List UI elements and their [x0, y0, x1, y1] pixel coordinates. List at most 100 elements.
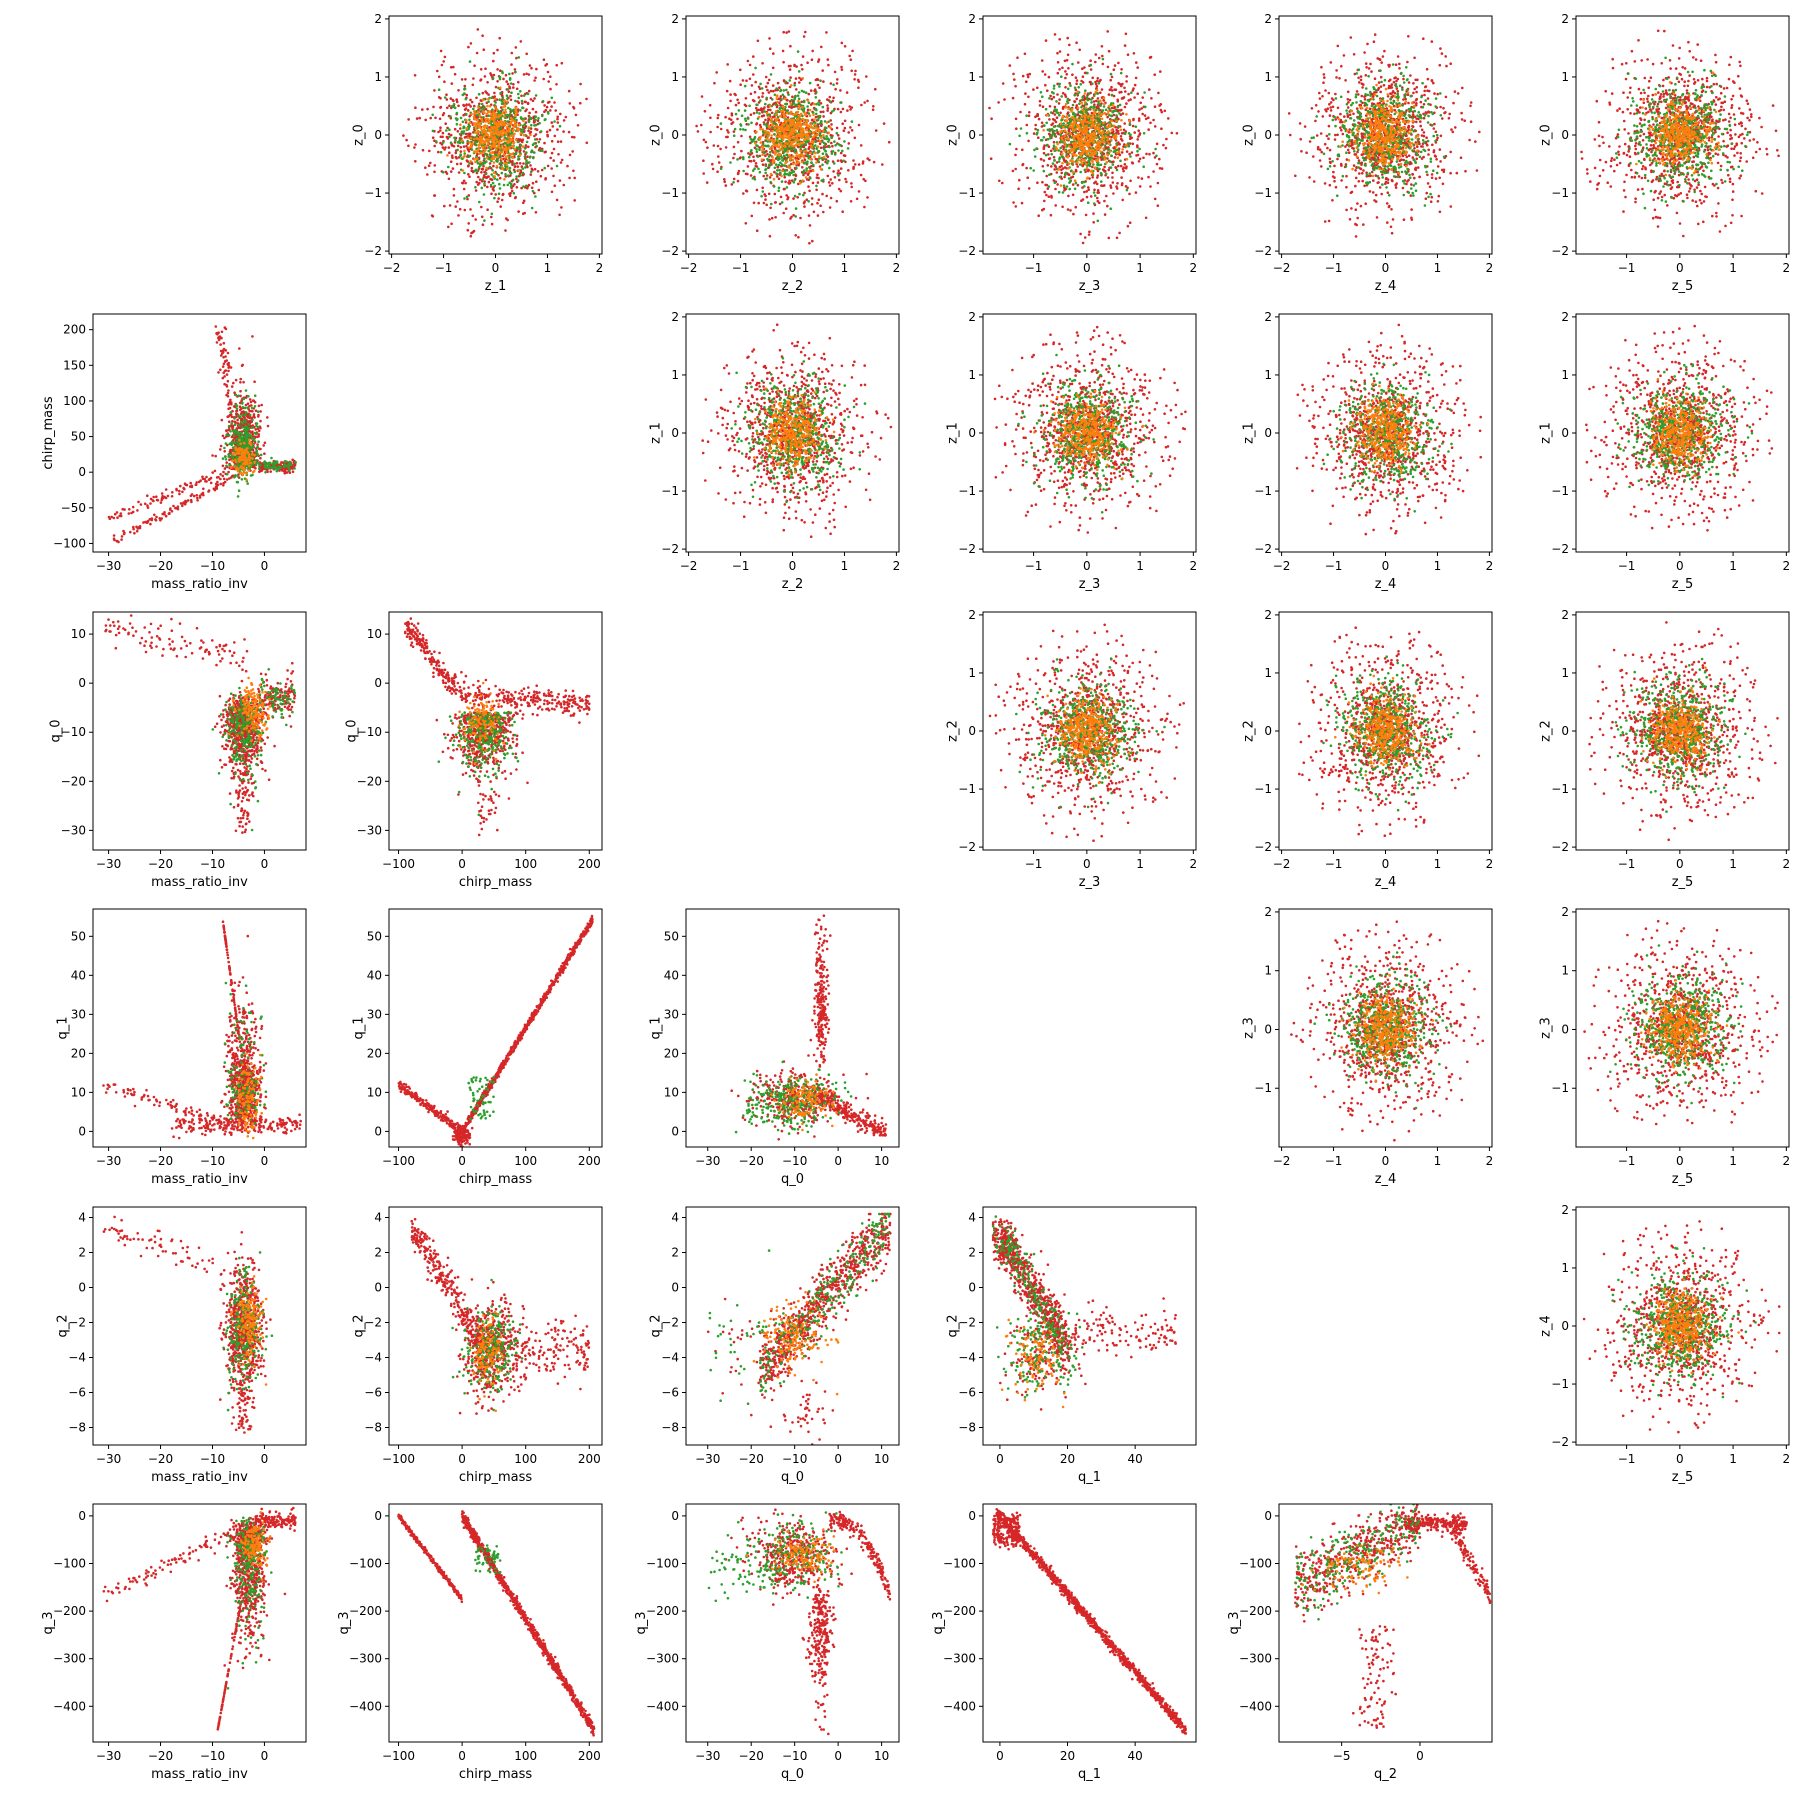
scatter-point	[498, 147, 502, 150]
scatter-point	[453, 136, 456, 140]
scatter-point	[517, 127, 520, 131]
scatter-point	[553, 120, 556, 123]
scatter-point	[729, 93, 732, 96]
scatter-point	[866, 196, 869, 199]
scatter-point	[1078, 102, 1081, 105]
scatter-point	[1109, 166, 1113, 169]
scatter-point	[484, 176, 488, 179]
scatter-point	[1112, 94, 1116, 98]
scatter-point	[775, 172, 778, 175]
scatter-point	[835, 199, 839, 203]
scatter-point	[491, 108, 494, 111]
scatter-point	[449, 66, 453, 69]
scatter-point	[510, 182, 513, 186]
scatter-point	[484, 134, 488, 137]
scatter-point	[755, 229, 759, 232]
scatter-point	[1076, 165, 1079, 168]
scatter-point	[788, 144, 791, 148]
scatter-point	[517, 96, 520, 100]
x-tick-label: 1	[841, 261, 849, 275]
scatter-point	[793, 140, 796, 143]
scatter-point	[1099, 104, 1102, 107]
scatter-point	[1106, 204, 1109, 208]
scatter-point	[448, 204, 452, 207]
scatter-point	[1091, 165, 1094, 169]
scatter-point	[1047, 185, 1051, 188]
scatter-point	[1141, 96, 1144, 99]
scatter-point	[507, 106, 510, 110]
scatter-point	[1160, 110, 1164, 114]
scatter-point	[487, 175, 490, 178]
scatter-point	[802, 150, 806, 153]
scatter-point	[1100, 180, 1103, 183]
scatter-point	[500, 70, 504, 73]
scatter-point	[1056, 183, 1059, 186]
scatter-point	[460, 78, 464, 81]
scatter-point	[1119, 164, 1123, 168]
scatter-point	[827, 63, 830, 67]
scatter-point	[1055, 100, 1058, 103]
scatter-point	[862, 177, 865, 181]
scatter-point	[759, 125, 763, 129]
scatter-point	[1040, 59, 1044, 62]
scatter-point	[758, 138, 762, 141]
scatter-point	[1107, 236, 1111, 240]
scatter-point	[513, 165, 517, 168]
scatter-point	[550, 105, 553, 108]
scatter-point	[1110, 93, 1114, 97]
scatter-point	[832, 170, 835, 173]
scatter-point	[511, 156, 515, 159]
scatter-point	[1032, 88, 1035, 91]
scatter-point	[755, 130, 758, 134]
scatter-point	[795, 166, 798, 170]
scatter-point	[853, 78, 856, 81]
scatter-point	[1047, 132, 1051, 136]
scatter-point	[1118, 231, 1121, 235]
scatter-point	[742, 192, 745, 195]
scatter-point	[1013, 78, 1016, 81]
scatter-point	[814, 126, 818, 129]
scatter-point	[414, 106, 417, 109]
scatter-point	[826, 162, 829, 165]
scatter-point	[774, 103, 778, 107]
scatter-point	[504, 173, 507, 176]
scatter-point	[1056, 93, 1059, 96]
scatter-point	[1014, 84, 1017, 88]
scatter-point	[1044, 83, 1047, 87]
scatter-point	[764, 102, 767, 106]
scatter-point	[426, 107, 429, 111]
scatter-point	[405, 138, 408, 142]
scatter-point	[767, 78, 771, 82]
scatter-point	[534, 94, 538, 97]
scatter-point	[1119, 109, 1122, 112]
scatter-point	[493, 175, 497, 178]
scatter-point	[1012, 201, 1015, 204]
scatter-point	[1153, 105, 1157, 108]
scatter-point	[768, 234, 772, 238]
scatter-point	[807, 185, 810, 188]
scatter-point	[839, 167, 843, 170]
scatter-point	[524, 166, 527, 169]
scatter-point	[1071, 103, 1075, 107]
scatter-point	[437, 130, 440, 134]
scatter-point	[789, 76, 792, 79]
scatter-point	[1054, 204, 1057, 207]
scatter-point	[1137, 160, 1141, 163]
scatter-point	[832, 96, 835, 100]
scatter-point	[1093, 188, 1096, 192]
scatter-point	[503, 178, 506, 181]
scatter-point	[484, 144, 487, 148]
scatter-point	[783, 175, 786, 179]
scatter-point	[513, 148, 516, 151]
scatter-point	[839, 189, 843, 193]
scatter-point	[768, 176, 772, 179]
scatter-point	[826, 104, 829, 107]
scatter-point	[1130, 91, 1133, 94]
scatter-point	[475, 134, 479, 138]
scatter-point	[478, 200, 481, 204]
y-tick-label: 2	[671, 12, 679, 26]
scatter-point	[776, 94, 779, 97]
scatter-point	[808, 241, 811, 245]
scatter-point	[516, 140, 520, 144]
scatter-point	[792, 127, 796, 130]
